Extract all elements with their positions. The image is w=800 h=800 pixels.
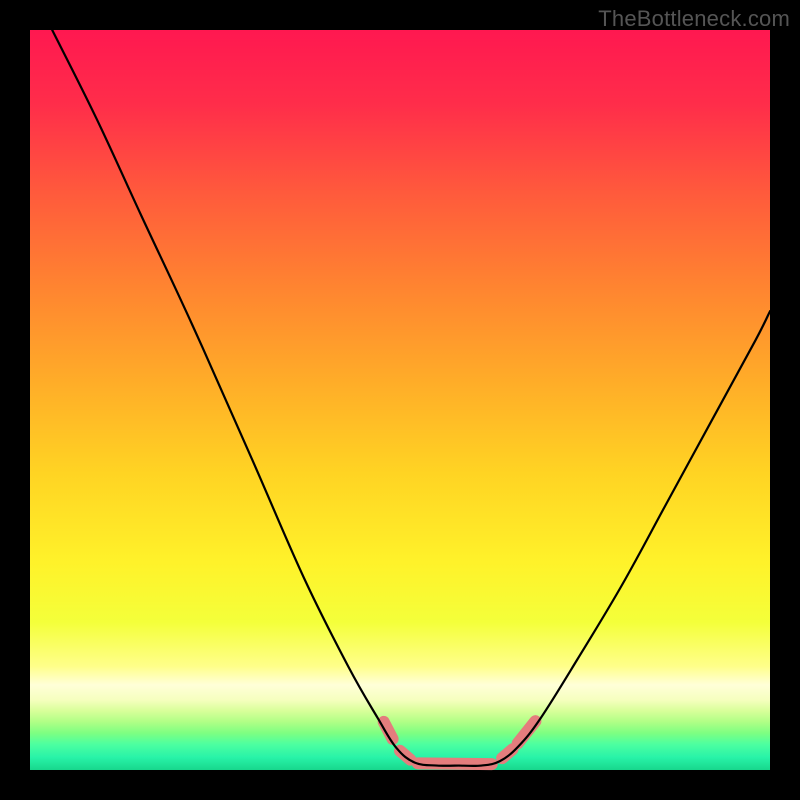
chart-root: TheBottleneck.com [0, 0, 800, 800]
plot-background [30, 30, 770, 770]
highlight-capsule [418, 763, 492, 764]
bottleneck-chart [0, 0, 800, 800]
watermark-text: TheBottleneck.com [598, 6, 790, 32]
